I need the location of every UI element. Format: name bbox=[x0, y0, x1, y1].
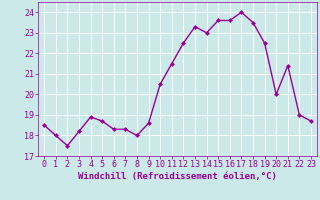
X-axis label: Windchill (Refroidissement éolien,°C): Windchill (Refroidissement éolien,°C) bbox=[78, 172, 277, 181]
